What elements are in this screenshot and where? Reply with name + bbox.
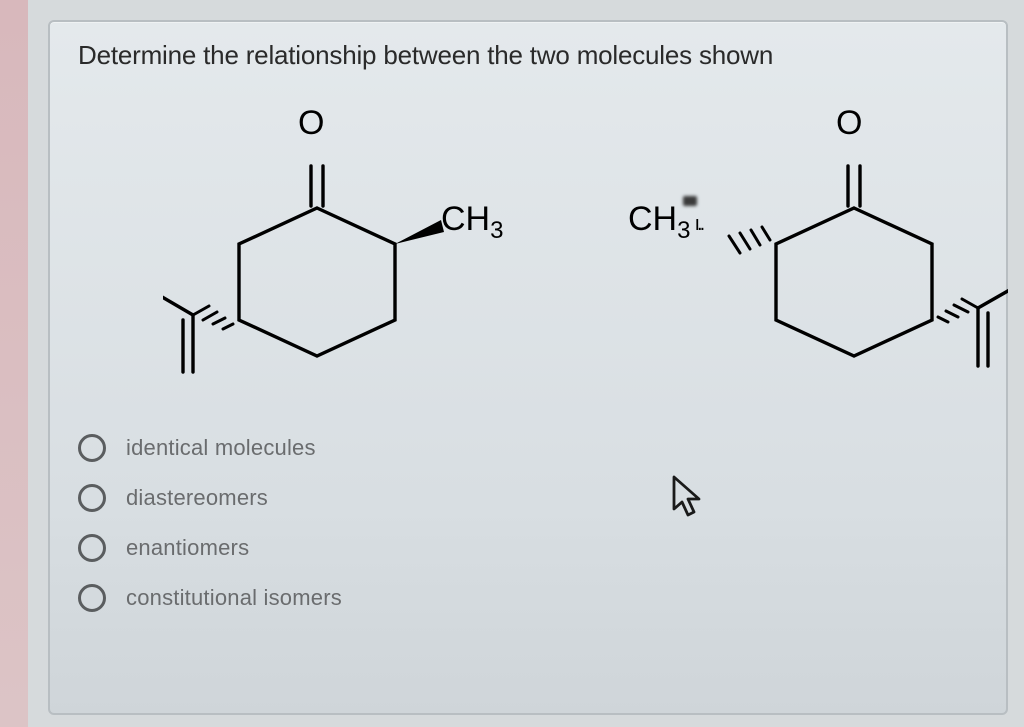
label-CH3-right-sub: 3 — [677, 217, 690, 244]
question-card: Determine the relationship between the t… — [48, 20, 1008, 715]
radio-icon[interactable] — [78, 484, 106, 512]
option-label: enantiomers — [126, 535, 249, 561]
option-constitutional[interactable]: constitutional isomers — [78, 584, 978, 612]
radio-icon[interactable] — [78, 534, 106, 562]
answer-options: identical molecules diastereomers enanti… — [78, 434, 978, 612]
label-O-right: O — [836, 104, 862, 143]
label-CH3-left: CH3 — [441, 200, 503, 245]
label-CH3-right-text: CH — [628, 200, 677, 238]
molecule-diagram-area: O CH3 — [78, 96, 978, 426]
dashed-indicator: ı.. — [694, 213, 702, 235]
option-diastereomers[interactable]: diastereomers — [78, 484, 978, 512]
label-CH3-left-text: CH — [441, 200, 490, 238]
radio-icon[interactable] — [78, 434, 106, 462]
molecule-right: O CH3 ı.. — [588, 96, 1008, 431]
option-label: identical molecules — [126, 435, 316, 461]
label-CH3-right: CH3 ı.. — [628, 200, 702, 245]
label-CH3-left-sub: 3 — [490, 217, 503, 244]
option-identical[interactable]: identical molecules — [78, 434, 978, 462]
option-enantiomers[interactable]: enantiomers — [78, 534, 978, 562]
molecule-left: O CH3 — [163, 96, 503, 431]
radio-icon[interactable] — [78, 584, 106, 612]
option-label: constitutional isomers — [126, 585, 342, 611]
molecule-right-svg — [588, 96, 1008, 426]
molecule-left-svg — [163, 96, 503, 426]
question-prompt: Determine the relationship between the t… — [78, 40, 978, 71]
page-background: Determine the relationship between the t… — [28, 0, 1024, 727]
label-O-left: O — [298, 104, 324, 143]
option-label: diastereomers — [126, 485, 268, 511]
